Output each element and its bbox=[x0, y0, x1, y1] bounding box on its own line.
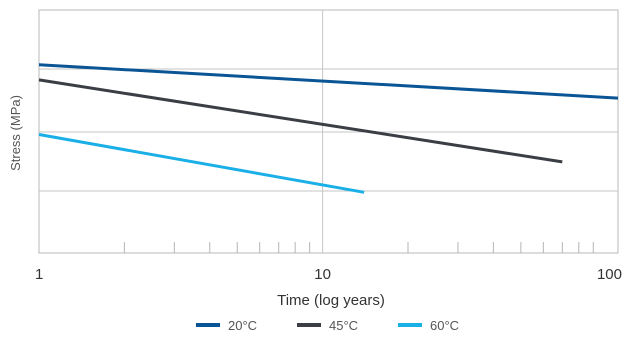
series-line-1 bbox=[38, 63, 619, 100]
legend-label-3: 60°C bbox=[430, 318, 459, 333]
x-tick-label: 100 bbox=[597, 266, 622, 283]
y-axis-title: Stress (MPa) bbox=[8, 95, 23, 171]
x-tick-labels: 1 10 100 bbox=[35, 266, 622, 283]
x-tick-label: 1 bbox=[35, 266, 43, 283]
legend-label-1: 20°C bbox=[228, 318, 257, 333]
series-line-2 bbox=[38, 78, 563, 164]
x-axis-title: Time (log years) bbox=[277, 292, 385, 309]
series-line-3 bbox=[38, 133, 365, 194]
legend-label-2: 45°C bbox=[329, 318, 358, 333]
legend: 20°C 45°C 60°C bbox=[196, 318, 459, 333]
series-layer bbox=[38, 63, 619, 194]
minor-ticks bbox=[123, 242, 594, 253]
x-tick-label: 10 bbox=[314, 266, 331, 283]
